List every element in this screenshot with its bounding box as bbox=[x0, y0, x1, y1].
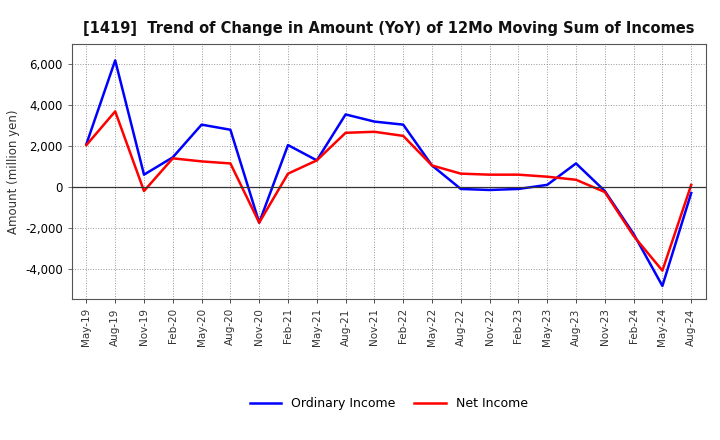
Net Income bbox=[399, 133, 408, 139]
Ordinary Income bbox=[341, 112, 350, 117]
Ordinary Income bbox=[600, 188, 609, 194]
Title: [1419]  Trend of Change in Amount (YoY) of 12Mo Moving Sum of Incomes: [1419] Trend of Change in Amount (YoY) o… bbox=[83, 21, 695, 36]
Ordinary Income bbox=[111, 58, 120, 63]
Y-axis label: Amount (million yen): Amount (million yen) bbox=[6, 110, 19, 234]
Ordinary Income bbox=[197, 122, 206, 127]
Net Income bbox=[428, 163, 436, 168]
Net Income bbox=[543, 174, 552, 180]
Ordinary Income bbox=[456, 186, 465, 191]
Net Income bbox=[197, 159, 206, 164]
Ordinary Income bbox=[312, 158, 321, 163]
Ordinary Income bbox=[140, 172, 148, 177]
Net Income bbox=[572, 177, 580, 183]
Net Income bbox=[456, 171, 465, 176]
Net Income bbox=[82, 143, 91, 148]
Ordinary Income bbox=[82, 141, 91, 147]
Ordinary Income bbox=[226, 127, 235, 132]
Ordinary Income bbox=[543, 182, 552, 187]
Ordinary Income bbox=[514, 186, 523, 191]
Net Income bbox=[312, 158, 321, 163]
Net Income bbox=[284, 171, 292, 176]
Ordinary Income bbox=[168, 155, 177, 160]
Line: Ordinary Income: Ordinary Income bbox=[86, 60, 691, 286]
Ordinary Income bbox=[572, 161, 580, 166]
Ordinary Income bbox=[428, 163, 436, 168]
Net Income bbox=[658, 268, 667, 273]
Ordinary Income bbox=[255, 220, 264, 225]
Line: Net Income: Net Income bbox=[86, 111, 691, 271]
Ordinary Income bbox=[658, 283, 667, 289]
Ordinary Income bbox=[370, 119, 379, 124]
Legend: Ordinary Income, Net Income: Ordinary Income, Net Income bbox=[245, 392, 533, 415]
Net Income bbox=[514, 172, 523, 177]
Net Income bbox=[226, 161, 235, 166]
Net Income bbox=[370, 129, 379, 135]
Net Income bbox=[140, 188, 148, 194]
Ordinary Income bbox=[399, 122, 408, 127]
Net Income bbox=[600, 189, 609, 194]
Ordinary Income bbox=[687, 191, 696, 196]
Net Income bbox=[341, 130, 350, 136]
Ordinary Income bbox=[284, 143, 292, 148]
Ordinary Income bbox=[629, 231, 638, 237]
Net Income bbox=[629, 233, 638, 238]
Net Income bbox=[485, 172, 494, 177]
Net Income bbox=[687, 182, 696, 187]
Net Income bbox=[168, 156, 177, 161]
Net Income bbox=[111, 109, 120, 114]
Net Income bbox=[255, 220, 264, 225]
Ordinary Income bbox=[485, 187, 494, 193]
